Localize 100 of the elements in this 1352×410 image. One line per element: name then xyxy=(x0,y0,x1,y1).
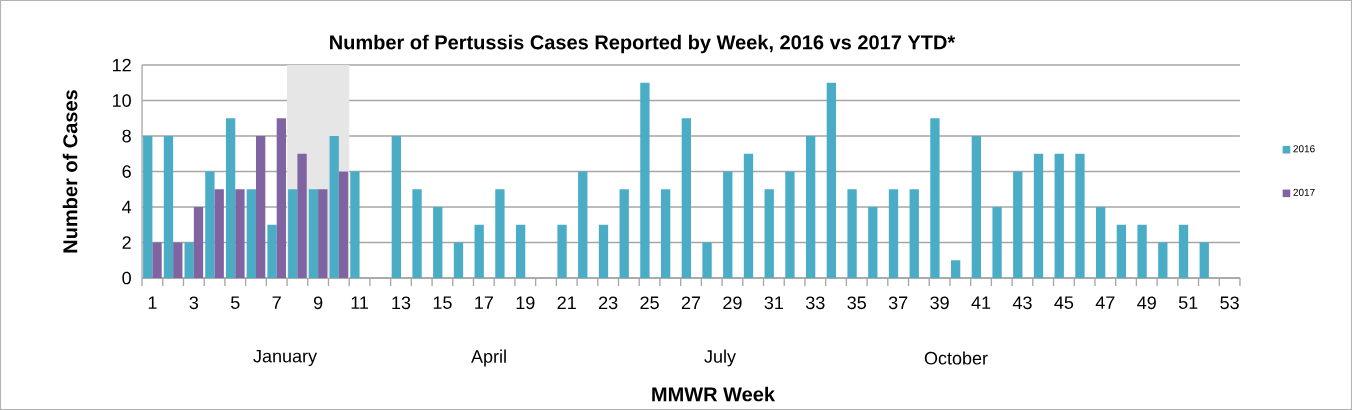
bar xyxy=(288,189,298,278)
bar xyxy=(205,171,215,278)
bar xyxy=(868,207,878,278)
bar xyxy=(246,189,256,278)
bar xyxy=(412,189,422,278)
x-tick-label: 41 xyxy=(971,296,991,309)
x-tick-label: 31 xyxy=(764,296,783,310)
bar xyxy=(930,118,940,278)
bar xyxy=(173,242,183,278)
bar xyxy=(598,224,609,278)
legend-label: 2017 xyxy=(1293,188,1315,196)
bar xyxy=(743,153,754,278)
x-tick-label: 1 xyxy=(148,296,157,309)
x-tick-label: 51 xyxy=(1178,296,1198,309)
bar xyxy=(1158,242,1168,278)
bar xyxy=(329,136,339,278)
bar xyxy=(1116,224,1127,278)
bar xyxy=(297,153,307,278)
x-tick-label: 45 xyxy=(1054,296,1074,309)
x-tick-label: 15 xyxy=(433,296,452,309)
bar xyxy=(1096,207,1106,278)
text: January xyxy=(253,349,318,367)
bar xyxy=(267,224,277,278)
bar xyxy=(847,189,857,278)
bar xyxy=(992,207,1002,278)
bar xyxy=(255,136,266,278)
bar xyxy=(702,242,712,278)
bar xyxy=(785,171,795,278)
x-tick-label: 5 xyxy=(230,296,240,309)
bar xyxy=(578,171,588,278)
x-tick-label: 53 xyxy=(1220,296,1239,310)
bar xyxy=(184,242,194,278)
bar xyxy=(1033,153,1044,278)
x-tick-label: 25 xyxy=(640,296,659,310)
x-tick-label: 13 xyxy=(392,296,411,310)
bar xyxy=(338,171,349,278)
bar xyxy=(723,171,733,278)
bar xyxy=(433,207,443,278)
y-tick-label: 2 xyxy=(122,236,131,249)
x-tick-label: 39 xyxy=(930,296,949,310)
y-tick-label: 8 xyxy=(122,129,131,143)
bar xyxy=(1054,153,1064,278)
text: October xyxy=(924,351,988,365)
bar xyxy=(971,136,982,278)
bar xyxy=(276,118,287,278)
bar xyxy=(453,242,464,278)
bar xyxy=(826,82,837,278)
bar xyxy=(318,189,328,278)
x-tick-label: 47 xyxy=(1095,296,1115,309)
bar xyxy=(391,136,401,278)
bar xyxy=(474,224,484,278)
x-tick-label: 29 xyxy=(723,296,742,310)
x-tick-label: 33 xyxy=(805,296,825,310)
bar xyxy=(888,189,899,278)
x-tick-label: 43 xyxy=(1012,296,1032,310)
bar xyxy=(950,260,961,278)
y-tick-label: 6 xyxy=(122,165,131,178)
bar xyxy=(350,171,360,278)
bar xyxy=(515,224,526,278)
bar xyxy=(557,224,567,278)
x-axis-title: MMWR Week xyxy=(652,386,776,402)
x-tick-label: 21 xyxy=(557,296,576,309)
bar xyxy=(235,189,245,278)
x-tick-label: 19 xyxy=(516,296,535,310)
y-tick-label: 0 xyxy=(122,271,131,285)
bar xyxy=(805,136,816,278)
bar xyxy=(225,118,236,278)
bar xyxy=(640,82,650,278)
bar xyxy=(619,189,629,278)
text: April xyxy=(471,349,506,367)
y-tick-label: 10 xyxy=(113,94,131,107)
x-tick-label: 3 xyxy=(189,296,199,310)
x-tick-label: 35 xyxy=(847,296,866,310)
bar xyxy=(1199,242,1209,278)
legend-label: 2016 xyxy=(1293,145,1315,153)
x-tick-label: 27 xyxy=(681,296,701,309)
x-tick-label: 9 xyxy=(313,296,323,310)
x-tick-label: 23 xyxy=(599,296,618,310)
x-tick-label: 7 xyxy=(272,296,281,309)
chart-title: Number of Pertussis Cases Reported by Week, 2016 vs 2017 YTD* xyxy=(330,34,956,54)
x-tick-label: 37 xyxy=(888,296,908,310)
bar xyxy=(1137,224,1147,278)
bar xyxy=(152,242,162,278)
bar xyxy=(193,207,204,278)
bar xyxy=(764,189,774,278)
x-tick-label: 17 xyxy=(475,296,493,309)
y-axis-title: Number of Cases xyxy=(62,90,78,253)
bar xyxy=(1013,171,1023,278)
bar xyxy=(308,189,319,278)
x-tick-label: 11 xyxy=(351,296,369,309)
bar xyxy=(681,118,692,278)
y-tick-label: 12 xyxy=(113,58,131,72)
bar xyxy=(214,189,224,278)
bar xyxy=(1178,224,1189,278)
bar xyxy=(163,136,174,278)
bar xyxy=(1075,153,1085,278)
x-tick-label: 49 xyxy=(1137,296,1156,310)
bar xyxy=(143,136,153,278)
y-tick-label: 4 xyxy=(122,200,132,214)
bar xyxy=(909,189,919,278)
